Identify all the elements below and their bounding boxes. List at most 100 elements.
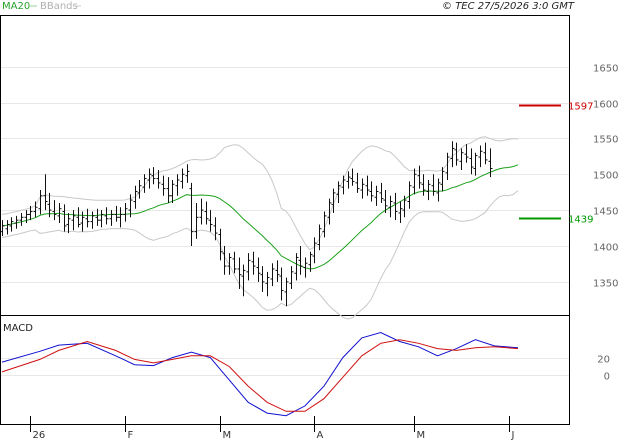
ohlc-bar bbox=[99, 210, 104, 228]
ohlc-bar bbox=[303, 257, 308, 278]
ohlc-bar bbox=[450, 141, 455, 168]
ohlc-bar bbox=[379, 182, 384, 203]
ohlc-bar bbox=[412, 168, 417, 195]
legend-ma20: MA20 bbox=[2, 1, 30, 12]
ohlc-bar bbox=[175, 174, 180, 196]
ohlc-bar bbox=[365, 175, 370, 196]
ohlc-bar bbox=[147, 168, 152, 189]
ohlc-bar bbox=[322, 211, 327, 238]
price-y-tick-label: 1450 bbox=[593, 207, 618, 218]
ohlc-bar bbox=[189, 182, 194, 246]
ohlc-bar bbox=[488, 148, 493, 178]
ohlc-bar bbox=[369, 181, 374, 202]
ohlc-bar bbox=[104, 207, 109, 225]
x-tick-label: A bbox=[317, 430, 324, 440]
ohlc-bar bbox=[114, 205, 119, 222]
ohlc-bar bbox=[5, 220, 10, 235]
x-tick-label: M bbox=[223, 430, 232, 440]
ohlc-bar bbox=[137, 179, 142, 199]
ohlc-bar bbox=[0, 220, 5, 236]
ohlc-bar bbox=[350, 168, 355, 186]
ohlc-bar bbox=[317, 224, 322, 251]
ohlc-bar bbox=[237, 257, 242, 290]
ohlc-bar bbox=[402, 195, 407, 218]
ohlc-bar bbox=[161, 175, 166, 196]
bollinger-bands bbox=[1, 136, 519, 320]
ohlc-bar bbox=[417, 165, 422, 189]
ohlc-bar bbox=[459, 148, 464, 170]
ohlc-bar bbox=[47, 192, 52, 218]
price-levels: 1597 1439 bbox=[519, 102, 593, 226]
ohlc-bar bbox=[62, 204, 67, 232]
ohlc-bar bbox=[151, 167, 156, 185]
ohlc-bar bbox=[76, 207, 81, 228]
x-tick-label: 26 bbox=[33, 430, 46, 440]
macd-y-tick-label: 0 bbox=[604, 372, 610, 383]
ohlc-bar bbox=[265, 271, 270, 297]
x-tick-label: M bbox=[417, 430, 426, 440]
copyright-text: © TEC 27/5/2026 3:0 GMT bbox=[442, 1, 575, 12]
ohlc-bar bbox=[421, 174, 426, 196]
ohlc-bar bbox=[142, 174, 147, 193]
ohlc-bar bbox=[398, 201, 403, 224]
macd-lines bbox=[1, 331, 519, 417]
ohlc-bar bbox=[298, 245, 303, 275]
ohlc-bar bbox=[440, 167, 445, 192]
x-tick-label: J bbox=[511, 430, 515, 440]
ohlc-bar bbox=[383, 190, 388, 213]
price-y-tick-label: 1500 bbox=[593, 171, 618, 182]
price-y-tick-label: 1550 bbox=[593, 135, 618, 146]
ohlc-bar bbox=[19, 212, 24, 226]
ohlc-bar bbox=[473, 152, 478, 176]
ohlc-bar bbox=[204, 201, 209, 225]
legend-bbands: BBands bbox=[40, 1, 78, 12]
ohlc-bar bbox=[128, 194, 133, 218]
ohlc-bar bbox=[123, 202, 128, 222]
ohlc-bar bbox=[57, 202, 62, 224]
ohlc-bar bbox=[95, 208, 100, 226]
ohlc-bar bbox=[38, 190, 43, 215]
price-y-tick-label: 1350 bbox=[593, 279, 618, 290]
ohlc-bar bbox=[393, 192, 398, 221]
ohlc-bar bbox=[241, 264, 246, 297]
ohlc-bar bbox=[336, 181, 341, 203]
ohlc-bar bbox=[464, 144, 469, 163]
x-tick-label: F bbox=[128, 430, 134, 440]
price-panel-frame bbox=[0, 15, 570, 316]
ohlc-bar bbox=[431, 174, 436, 196]
ohlc-bar bbox=[194, 202, 199, 239]
ohlc-bar bbox=[208, 210, 213, 232]
price-y-tick-label: 1600 bbox=[593, 100, 618, 111]
price-y-tick-label: 1400 bbox=[593, 243, 618, 254]
ohlc-bar bbox=[71, 210, 76, 231]
ohlc-bar bbox=[388, 195, 393, 218]
ohlc-bar bbox=[156, 169, 161, 189]
ohlc-bar bbox=[180, 168, 185, 189]
ohlc-bar bbox=[109, 210, 114, 226]
bband-lower-line bbox=[1, 190, 519, 320]
ohlc-bar bbox=[436, 178, 441, 202]
x-tick-labels: 26 F M A M J bbox=[30, 416, 515, 440]
ohlc-bar bbox=[118, 207, 123, 228]
macd-line bbox=[1, 331, 519, 417]
ohlc-bar bbox=[294, 253, 299, 281]
bband-upper-line bbox=[1, 136, 519, 251]
ohlc-bar bbox=[374, 185, 379, 206]
ohlc-bar bbox=[90, 211, 95, 229]
ohlc-bar bbox=[85, 208, 90, 228]
y-tick-labels: 1650 1600 1550 1500 1450 1400 1350 20 0 bbox=[593, 64, 618, 383]
ohlc-bar bbox=[346, 171, 351, 189]
ohlc-bar bbox=[166, 177, 171, 203]
ohlc-bar bbox=[133, 185, 138, 209]
ohlc-bar bbox=[43, 174, 48, 211]
signal-line bbox=[1, 339, 519, 412]
ohlc-bar bbox=[66, 212, 71, 234]
ohlc-bar bbox=[24, 210, 29, 224]
ohlc-bar bbox=[33, 201, 38, 218]
ohlc-bar bbox=[445, 152, 450, 180]
ohlc-bar bbox=[80, 211, 85, 232]
support-level-label: 1439 bbox=[568, 215, 593, 226]
ohlc-bar bbox=[256, 257, 261, 282]
ohlc-bar bbox=[355, 172, 360, 193]
